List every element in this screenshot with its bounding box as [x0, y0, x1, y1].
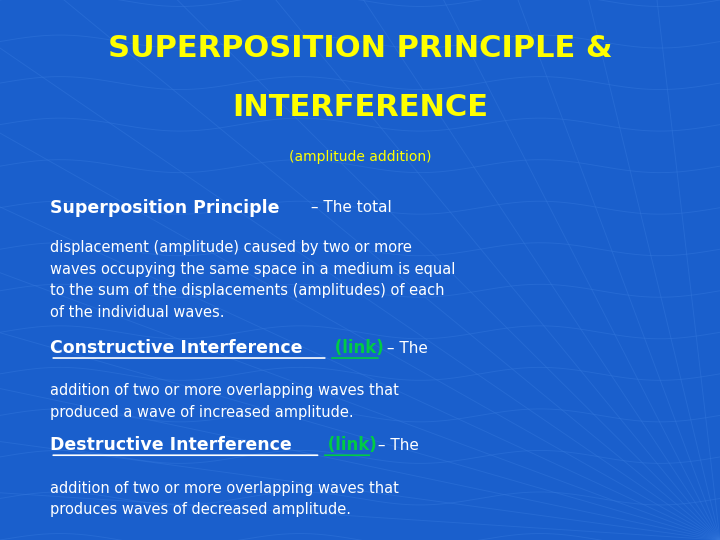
Text: Constructive Interference: Constructive Interference	[50, 339, 303, 357]
Text: (link): (link)	[329, 339, 384, 357]
Text: – The total: – The total	[306, 200, 392, 215]
Text: SUPERPOSITION PRINCIPLE &: SUPERPOSITION PRINCIPLE &	[108, 34, 612, 63]
Text: – The: – The	[382, 341, 428, 356]
Text: – The: – The	[373, 438, 419, 453]
Text: (amplitude addition): (amplitude addition)	[289, 150, 431, 164]
Text: Destructive Interference: Destructive Interference	[50, 436, 292, 455]
Text: Superposition Principle: Superposition Principle	[50, 199, 280, 217]
Text: displacement (amplitude) caused by two or more
waves occupying the same space in: displacement (amplitude) caused by two o…	[50, 240, 456, 320]
Text: addition of two or more overlapping waves that
produces waves of decreased ampli: addition of two or more overlapping wave…	[50, 481, 400, 517]
Text: addition of two or more overlapping waves that
produced a wave of increased ampl: addition of two or more overlapping wave…	[50, 383, 400, 420]
Text: INTERFERENCE: INTERFERENCE	[232, 93, 488, 123]
Text: (link): (link)	[322, 436, 377, 455]
